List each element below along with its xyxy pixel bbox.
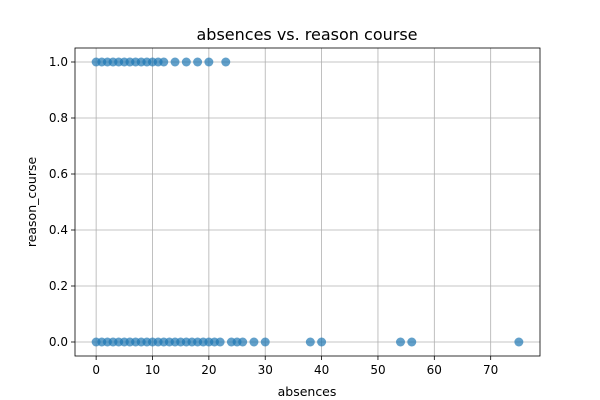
y-tick-label: 0.6 — [49, 167, 68, 181]
scatter-point — [215, 337, 225, 347]
scatter-point — [221, 57, 231, 67]
scatter-point — [204, 57, 214, 67]
scatter-point — [305, 337, 315, 347]
scatter-point — [193, 57, 203, 67]
scatter-point — [407, 337, 417, 347]
y-axis-ticks: 0.0 0.2 0.4 0.6 0.8 1.0 — [49, 55, 75, 349]
y-axis-label: reason_course — [24, 157, 39, 248]
scatter-point — [249, 337, 259, 347]
x-axis-ticks: 0 10 20 30 40 50 60 70 — [92, 356, 498, 377]
x-tick-label: 50 — [370, 363, 385, 377]
plot-frame — [74, 47, 541, 357]
y-tick-label: 0.2 — [49, 279, 68, 293]
y-tick-label: 1.0 — [49, 55, 68, 69]
scatter-point — [260, 337, 270, 347]
scatter-point — [238, 337, 248, 347]
x-tick-label: 40 — [314, 363, 329, 377]
scatter-point — [181, 57, 191, 67]
y-tick-label: 0.4 — [49, 223, 68, 237]
chart-title: absences vs. reason course — [196, 25, 417, 44]
scatter-point — [317, 337, 327, 347]
x-axis-label: absences — [278, 384, 337, 399]
x-tick-label: 0 — [92, 363, 100, 377]
x-tick-label: 20 — [201, 363, 216, 377]
data-points — [91, 57, 524, 347]
x-tick-label: 10 — [145, 363, 160, 377]
scatter-point — [159, 57, 169, 67]
y-tick-label: 0.0 — [49, 335, 68, 349]
x-tick-label: 60 — [427, 363, 442, 377]
scatter-point — [396, 337, 405, 347]
scatter-point — [514, 337, 524, 347]
grid — [75, 48, 540, 356]
scatter-point — [170, 57, 180, 67]
y-tick-label: 0.8 — [49, 111, 68, 125]
x-tick-label: 30 — [258, 363, 273, 377]
x-tick-label: 70 — [483, 363, 498, 377]
